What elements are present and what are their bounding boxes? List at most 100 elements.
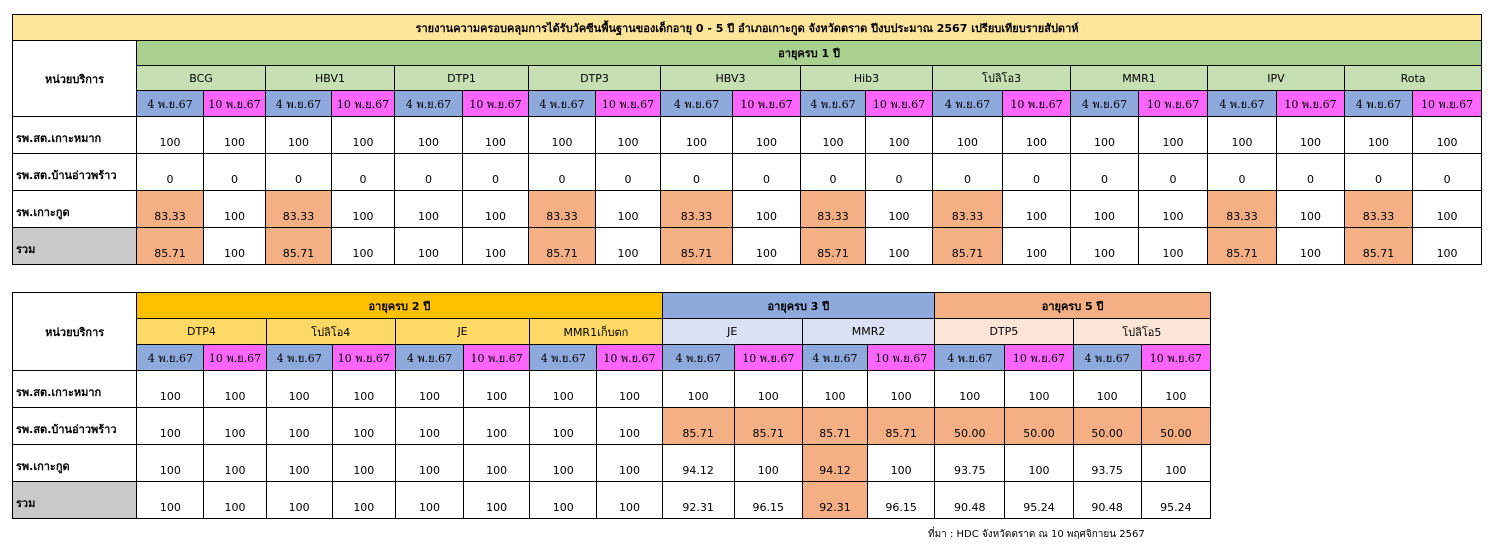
coverage-value: 100 [203,116,266,154]
coverage-value: 100 [595,116,661,154]
date-header-1: 4 พ.ย.67 [528,90,596,117]
coverage-value: 100 [660,116,733,154]
coverage-value: 100 [1138,227,1208,265]
coverage-value: 92.31 [801,481,869,519]
coverage-value: 0 [1207,153,1277,191]
source-note: ที่มา : HDC จังหวัดตราด ณ 10 พฤศจิกายน 2… [928,529,1145,540]
table-row: รพ.สต.เกาะหมาก 100 100 100 100 100 100 100 100 10… [11,370,1212,408]
coverage-value: 100 [1002,227,1071,265]
coverage-value: 100 [394,190,463,228]
coverage-value: 100 [867,370,936,408]
coverage-value: 100 [596,481,663,519]
coverage-value: 100 [462,227,529,265]
service-unit-header: หน่วยบริการ [11,292,138,371]
coverage-value: 100 [529,481,598,519]
coverage-value: 0 [660,153,733,191]
coverage-value: 100 [1138,190,1208,228]
vaccine-header: โปลิโอ3 [932,65,1071,91]
date-header-1: 4 พ.ย.67 [265,344,333,371]
coverage-value: 100 [595,227,661,265]
service-unit-name: รพ.สต.เกาะหมาก [11,370,138,408]
coverage-value: 83.33 [800,190,866,228]
vaccine-header: MMR1 [1070,65,1208,91]
coverage-value: 100 [867,444,936,482]
date-header-2: 10 พ.ย.67 [732,90,801,117]
coverage-value: 100 [934,370,1006,408]
coverage-value: 0 [865,153,933,191]
date-header-1: 4 พ.ย.67 [136,90,204,117]
service-unit-name: รพ.เกาะกูด [12,190,137,228]
coverage-value: 0 [265,153,332,191]
coverage-value: 100 [732,227,801,265]
coverage-value: 100 [136,116,204,154]
coverage-value: 0 [203,153,266,191]
coverage-value: 100 [203,481,267,519]
service-unit-header: หน่วยบริการ [12,40,137,117]
date-header-1: 4 พ.ย.67 [529,344,598,371]
coverage-value: 0 [136,153,204,191]
date-header-2: 10 พ.ย.67 [867,344,936,371]
date-header-1: 4 พ.ย.67 [1344,90,1413,117]
coverage-value: 90.48 [934,481,1006,519]
coverage-value: 100 [800,116,866,154]
coverage-value: 93.75 [934,444,1006,482]
coverage-value: 0 [1276,153,1345,191]
coverage-value: 100 [331,190,395,228]
vaccine-header: DTP1 [394,65,529,91]
coverage-value: 100 [462,116,529,154]
coverage-value: 100 [528,116,596,154]
coverage-value: 100 [331,407,396,445]
date-header-2: 10 พ.ย.67 [733,344,803,371]
vaccine-header: โปลิโอ4 [265,318,396,345]
coverage-value: 85.71 [136,227,204,265]
coverage-value: 0 [1411,153,1483,191]
coverage-value: 100 [136,481,205,519]
coverage-table-age-2-3-5: หน่วยบริการ อายุครบ 2 ปี อายุครบ 3 ปี อายุ… [11,292,1212,519]
coverage-value: 100 [203,407,267,445]
coverage-value: 100 [1070,190,1139,228]
coverage-value: 100 [203,190,266,228]
coverage-value: 100 [529,444,598,482]
coverage-value: 0 [331,153,395,191]
coverage-value: 100 [463,407,531,445]
vaccine-header: IPV [1207,65,1345,91]
date-header-1: 4 พ.ย.67 [1070,90,1139,117]
coverage-value: 0 [394,153,463,191]
date-header-2: 10 พ.ย.67 [596,344,663,371]
table-row: รพ.เกาะกูด 100 100 100 100 100 100 100 100 94.12 1… [11,444,1212,482]
coverage-value: 100 [661,370,735,408]
coverage-value: 100 [932,116,1003,154]
date-header-2: 10 พ.ย.67 [331,90,395,117]
coverage-value: 85.71 [660,227,733,265]
coverage-value: 100 [733,370,803,408]
coverage-value: 100 [331,116,395,154]
service-unit-name: รวม [11,481,138,519]
date-header-2: 10 พ.ย.67 [203,90,266,117]
coverage-value: 100 [1140,444,1212,482]
coverage-value: 95.24 [1140,481,1212,519]
date-header-1: 4 พ.ย.67 [934,344,1006,371]
coverage-value: 100 [1344,116,1413,154]
service-unit-name: รวม [12,227,137,265]
coverage-value: 85.71 [800,227,866,265]
coverage-value: 50.00 [1072,407,1142,445]
table-row: รวม 85.71 100 85.71 100 100 100 85.71 100 85.71 10… [12,227,1483,265]
date-header-1: 4 พ.ย.67 [394,344,465,371]
coverage-value: 100 [865,190,933,228]
coverage-value: 100 [394,407,465,445]
coverage-value: 100 [463,444,531,482]
vaccine-header: DTP4 [136,318,267,345]
coverage-value: 100 [1207,116,1277,154]
vaccine-header: MMR1เก็บตก [529,318,663,345]
coverage-value: 100 [462,190,529,228]
vaccine-header: Rota [1343,65,1483,91]
table-row: รพ.สต.บ้านอ่าวพร้าว 100 100 100 100 100 100 100… [11,407,1212,445]
date-header-2: 10 พ.ย.67 [463,344,531,371]
coverage-value: 100 [595,190,661,228]
coverage-value: 83.33 [660,190,733,228]
date-header-1: 4 พ.ย.67 [1072,344,1142,371]
coverage-value: 100 [463,481,531,519]
coverage-value: 100 [331,444,396,482]
coverage-value: 0 [1002,153,1071,191]
service-unit-name: รพ.สต.บ้านอ่าวพร้าว [12,153,137,191]
